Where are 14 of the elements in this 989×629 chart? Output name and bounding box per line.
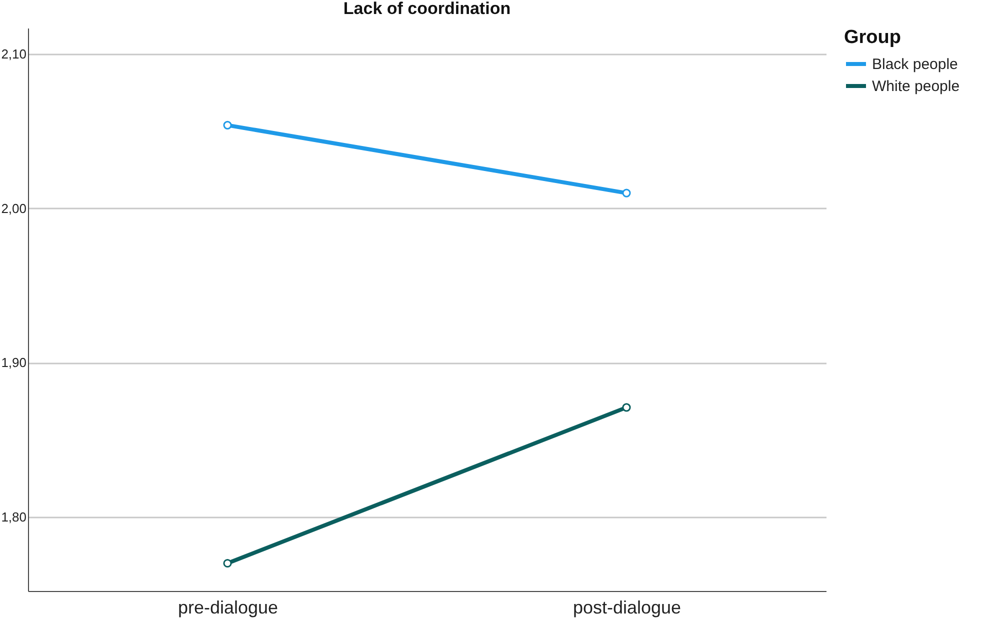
- x-tick-label: post-dialogue: [572, 598, 682, 618]
- point: [223, 558, 232, 568]
- y-tick-label: 2,00: [1, 200, 26, 216]
- legend-label: White people: [872, 78, 960, 95]
- legend-label: Black people: [872, 56, 958, 73]
- y-tick-label: 2,10: [1, 46, 26, 62]
- y-tick-label: 1,80: [1, 509, 26, 524]
- x-tick-label: pre-dialogue: [178, 598, 278, 618]
- legend-title: Group: [844, 27, 901, 48]
- point: [223, 120, 232, 130]
- y-tick-label: 1,90: [1, 355, 26, 370]
- point: [622, 403, 631, 412]
- point: [622, 188, 631, 198]
- chart-title: Lack of coordination: [343, 0, 511, 18]
